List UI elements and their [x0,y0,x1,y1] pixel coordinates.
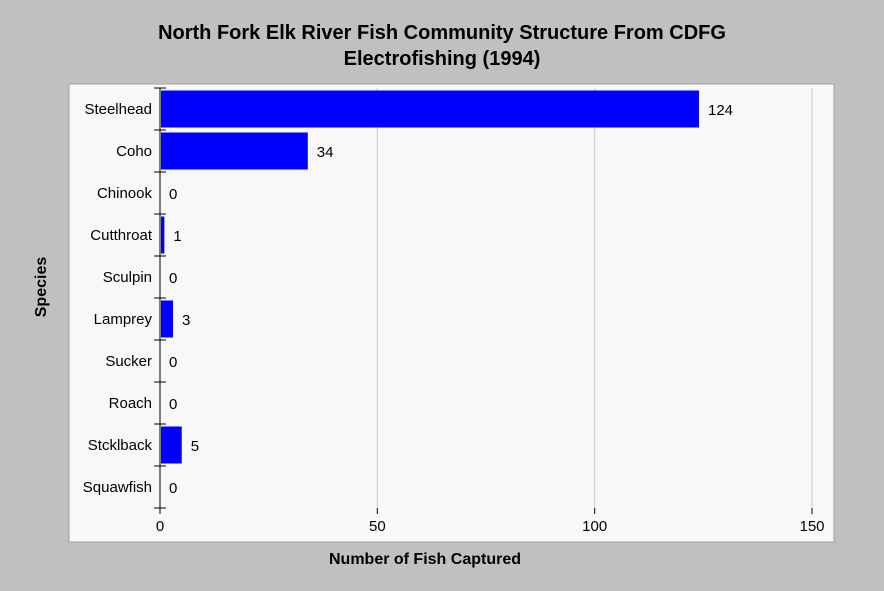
category-label-cutthroat: Cutthroat [90,227,153,244]
value-label-chinook: 0 [169,186,177,203]
value-label-stcklback: 5 [191,438,199,455]
x-tick-label-150: 150 [799,518,824,535]
value-label-sculpin: 0 [169,270,177,287]
x-axis-title: Number of Fish Captured [328,551,521,568]
bar-stcklback [161,426,182,464]
category-label-steelhead: Steelhead [84,101,152,118]
category-label-squawfish: Squawfish [83,479,152,496]
category-label-chinook: Chinook [97,185,153,202]
bar-cutthroat [161,216,165,254]
value-label-steelhead: 124 [708,102,733,119]
value-label-sucker: 0 [169,354,177,371]
chart-title-line-2: Electrofishing (1994) [343,48,541,70]
bar-lamprey [161,300,174,338]
category-label-lamprey: Lamprey [94,311,153,328]
bar-steelhead [161,90,699,128]
value-label-squawfish: 0 [169,480,177,497]
x-tick-label-50: 50 [369,518,386,535]
value-label-roach: 0 [169,396,177,413]
category-label-roach: Roach [109,395,152,412]
x-tick-label-100: 100 [582,518,607,535]
y-axis-title: Species [33,256,50,318]
value-label-cutthroat: 1 [173,228,181,245]
x-tick-label-0: 0 [156,518,164,535]
value-label-coho: 34 [317,144,334,161]
chart-title-line-1: North Fork Elk River Fish Community Stru… [158,22,726,44]
value-label-lamprey: 3 [182,312,190,329]
category-label-sucker: Sucker [105,353,152,370]
chart-title: North Fork Elk River Fish Community Stru… [0,20,884,72]
category-label-sculpin: Sculpin [103,269,152,286]
category-label-coho: Coho [116,143,152,160]
category-label-stcklback: Stcklback [88,437,153,454]
bar-coho [161,132,308,170]
